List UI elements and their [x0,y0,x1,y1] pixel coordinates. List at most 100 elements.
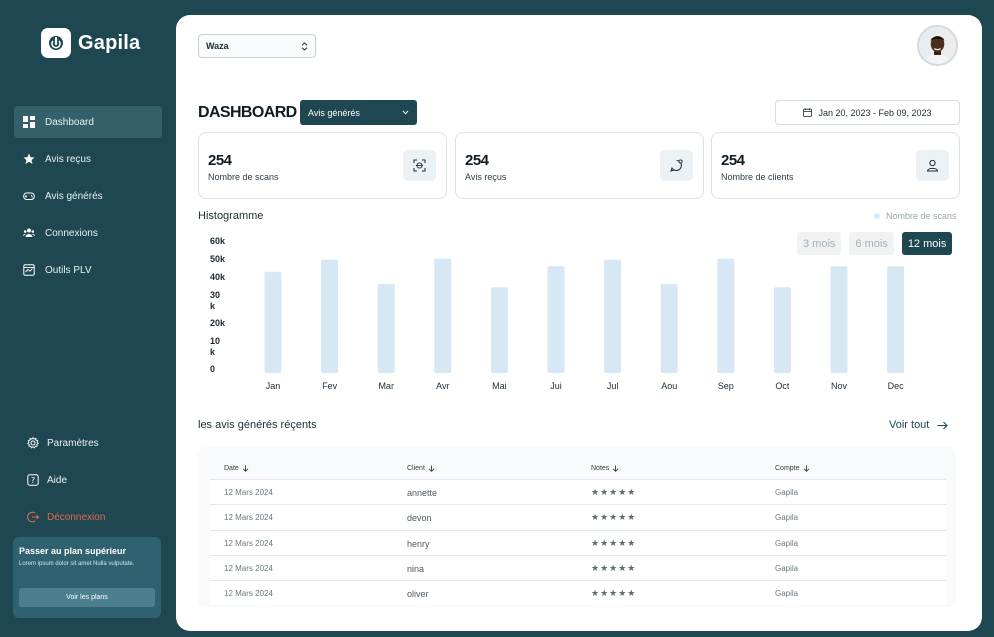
cell-client: nina [407,563,425,574]
cell-client: henry [407,538,430,549]
sidebar-item-label: Outils PLV [45,264,92,276]
date-range-value: Jan 20, 2023 - Feb 09, 2023 [818,107,932,118]
x-tick-label: Sep [718,381,734,391]
stat-value: 254 [721,152,745,169]
stat-card-clients: 254 Nombre de clients [711,132,960,199]
avatar[interactable] [917,25,958,66]
view-plans-button[interactable]: Voir les plans [19,588,155,607]
arrow-down-icon [242,465,249,472]
cell-client: oliver [407,589,429,600]
x-tick-label: Aou [661,381,677,391]
date-range-picker[interactable]: Jan 20, 2023 - Feb 09, 2023 [775,100,960,125]
x-tick-label: Jul [607,381,619,391]
histogram-bar[interactable] [264,271,282,373]
column-label: Compte [775,465,800,472]
stat-value: 254 [208,152,232,169]
sidebar-nav: Dashboard Avis reçus Avis générés Connex… [14,106,162,291]
upgrade-title: Passer au plan supérieur [19,546,127,556]
table-row[interactable]: 12 Mars 2024 annette ★★★★★ Gapila [210,479,946,505]
sidebar-item-label: Aide [47,474,68,486]
view-select-value: Avis générés [308,107,360,118]
x-tick-label: Mai [492,381,507,391]
y-tick-label: 10 k [210,336,220,357]
brand-logo[interactable]: Gapila [41,28,140,58]
workspace-select-value: Waza [206,41,229,51]
histogram-bar[interactable] [547,266,565,373]
y-tick-label: 60k [210,236,226,246]
table-row[interactable]: 12 Mars 2024 nina ★★★★★ Gapila [210,554,946,581]
cell-notes: ★★★★★ [591,537,637,548]
y-tick-label: 40k [210,272,226,282]
column-header-compte[interactable]: Compte [775,465,810,472]
histogram-bar[interactable] [660,283,678,373]
see-all-link[interactable]: Voir tout [889,419,949,431]
period-12-months-button[interactable]: 12 mois [901,232,953,255]
table-row[interactable]: 12 Mars 2024 devon ★★★★★ Gapila [210,504,946,530]
user-photo-icon [919,27,956,64]
histogram-bar[interactable] [717,258,735,373]
cell-compte: Gapila [775,513,799,523]
cell-date: 12 Mars 2024 [224,538,273,548]
table-row[interactable]: 12 Mars 2024 oliver ★★★★★ Gapila [210,580,946,606]
column-label: Client [407,465,425,472]
histogram-bar[interactable] [321,259,339,373]
sidebar-item-label: Connexions [45,227,98,239]
logout-icon [27,511,39,523]
workspace-select[interactable]: Waza [198,34,316,58]
svg-text:?: ? [31,476,35,485]
period-toggle: 3 mois 6 mois 12 mois [797,232,953,255]
column-label: Notes [591,465,610,472]
cell-client: devon [407,513,432,524]
histogram-bar[interactable] [887,266,905,373]
arrow-right-icon [937,421,949,429]
column-header-client[interactable]: Client [407,465,435,472]
x-tick-label: Mar [378,381,394,391]
brand-name: Gapila [78,31,141,54]
period-6-months-button[interactable]: 6 mois [849,232,894,255]
cell-notes: ★★★★★ [591,512,637,523]
sidebar-item-aide[interactable]: ? Aide [14,465,162,495]
histogram-bar[interactable] [604,259,622,373]
arrow-down-icon [428,465,435,472]
gamepad-icon [23,192,35,200]
cell-compte: Gapila [775,563,799,573]
view-select[interactable]: Avis générés [300,100,417,125]
user-icon [916,150,949,181]
page-title: DASHBOARD [198,104,297,121]
arrow-down-icon [803,465,809,472]
period-3-months-button[interactable]: 3 mois [797,232,842,255]
sidebar-item-label: Dashboard [45,116,94,128]
sidebar-item-parametres[interactable]: Paramètres [14,428,162,458]
sidebar: Gapila Dashboard Avis reçus Avis générés… [0,0,176,637]
y-tick-label: 20k [210,318,226,328]
column-header-date[interactable]: Date [224,465,249,472]
recent-reviews-title: les avis générés réçents [198,419,317,431]
chart-legend: Nombre de scans [874,211,957,221]
sidebar-item-outils-plv[interactable]: Outils PLV [14,254,162,286]
histogram-bar[interactable] [830,266,848,373]
chevron-down-icon [402,110,409,115]
see-all-label: Voir tout [889,419,930,431]
histogram-bar[interactable] [490,287,508,373]
column-header-notes[interactable]: Notes [591,465,619,472]
chat-icon [660,150,693,181]
gear-icon [27,437,39,449]
calendar-icon [803,108,813,117]
histogram-bar[interactable] [377,283,395,373]
sidebar-item-label: Avis générés [45,190,103,202]
histogram-bar[interactable] [434,258,452,373]
sidebar-item-deconnexion[interactable]: Déconnexion [14,502,162,532]
stat-card-reviews: 254 Avis reçus [455,132,704,199]
x-tick-label: Avr [436,381,449,391]
histogram-bar[interactable] [773,287,791,373]
cell-date: 12 Mars 2024 [224,513,273,523]
sidebar-item-connexions[interactable]: Connexions [14,217,162,249]
sidebar-item-dashboard[interactable]: Dashboard [14,106,162,138]
chevron-updown-icon [301,41,308,51]
sidebar-item-avis-recus[interactable]: Avis reçus [14,143,162,175]
sidebar-item-avis-generes[interactable]: Avis générés [14,180,162,212]
table-row[interactable]: 12 Mars 2024 henry ★★★★★ Gapila [210,529,946,555]
stat-value: 254 [465,152,489,169]
cell-date: 12 Mars 2024 [224,563,273,573]
stat-label: Nombre de clients [721,172,794,182]
